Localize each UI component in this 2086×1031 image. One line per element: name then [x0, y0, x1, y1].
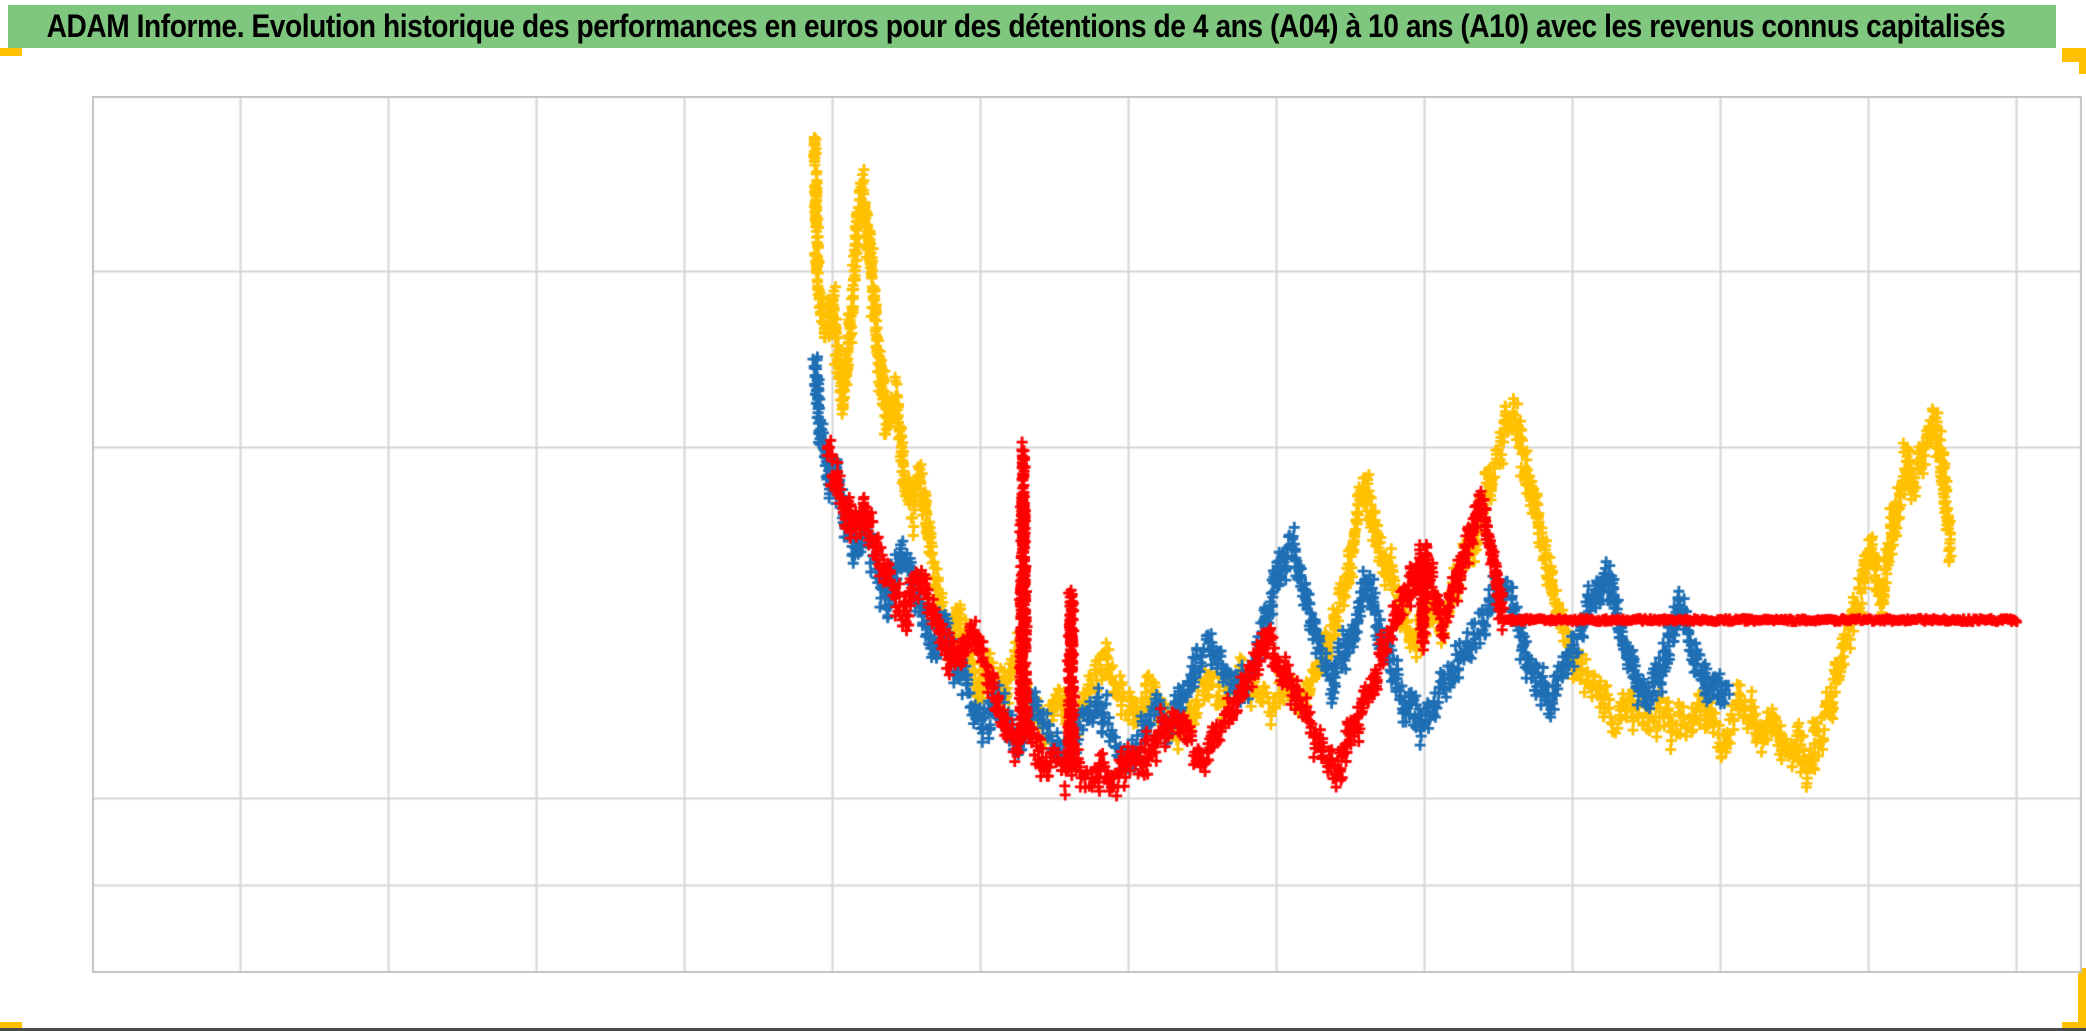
corner-accent-bottom-left	[0, 1022, 22, 1031]
bottom-border-line	[0, 1028, 2086, 1031]
corner-accent-bottom-right-vertical	[2078, 968, 2086, 1031]
title-band: ADAM Informe. Evolution historique des p…	[8, 5, 2056, 48]
corner-accent-bottom-right-horizontal	[2062, 1022, 2086, 1031]
scatter-plot	[92, 96, 2082, 973]
corner-accent-top-left	[0, 48, 22, 56]
corner-accent-top-right-vertical	[2079, 48, 2086, 74]
page-title: ADAM Informe. Evolution historique des p…	[46, 8, 2006, 44]
chart-canvas	[92, 96, 2082, 973]
